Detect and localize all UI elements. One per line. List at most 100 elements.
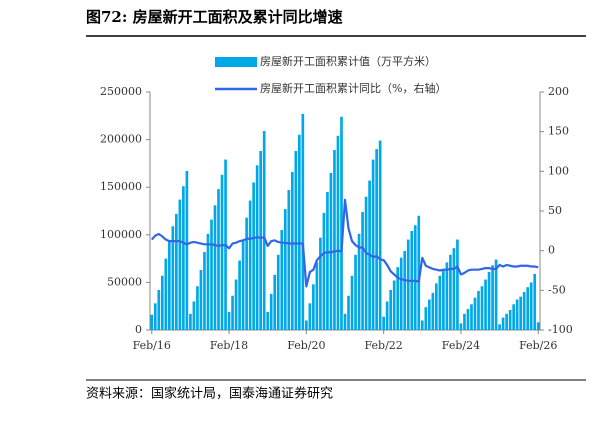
bar (512, 304, 515, 330)
bar (294, 151, 298, 330)
bar (392, 280, 396, 330)
bar (206, 233, 210, 330)
bar (463, 313, 466, 330)
bar (427, 299, 431, 330)
bar (420, 320, 424, 330)
bar (280, 230, 284, 330)
bar (364, 196, 368, 330)
bar (301, 113, 305, 330)
bar (371, 159, 375, 330)
bar (417, 215, 421, 330)
bar (182, 186, 185, 330)
bar (185, 171, 189, 330)
bar (283, 209, 287, 330)
y2-tick-label: 0 (548, 244, 555, 257)
bar (210, 219, 213, 330)
x-tick-label: Feb/18 (210, 339, 248, 352)
bar (389, 290, 393, 330)
bar (491, 265, 494, 330)
bar (536, 322, 540, 330)
bar (413, 225, 417, 330)
bar (245, 217, 248, 330)
bar (308, 303, 312, 330)
bar (273, 274, 277, 330)
bar (494, 259, 498, 330)
bar (262, 131, 266, 330)
bar (347, 295, 350, 330)
bar (396, 267, 400, 330)
bar (217, 189, 220, 330)
bar (231, 295, 234, 330)
bar (220, 174, 224, 330)
x-tick-label: Feb/22 (365, 339, 403, 352)
bar (238, 260, 241, 330)
y-tick-label: 50000 (107, 275, 142, 288)
bar (431, 292, 435, 330)
bar (424, 307, 428, 330)
y-tick-label: 0 (135, 323, 142, 336)
bar (164, 258, 168, 330)
bar (196, 286, 199, 330)
bar (459, 323, 463, 330)
bar (160, 275, 164, 330)
bar (167, 240, 171, 330)
x-tick-label: Feb/20 (287, 339, 325, 352)
y-tick-label: 100000 (100, 228, 142, 241)
bar (350, 275, 354, 330)
bar (449, 254, 452, 330)
bar (406, 239, 410, 330)
bar (326, 191, 329, 330)
bar (319, 237, 322, 330)
bar (234, 279, 238, 330)
y2-tick-label: 200 (548, 85, 569, 98)
bar (178, 199, 182, 330)
bar (266, 311, 270, 330)
bar (315, 262, 319, 330)
bar (312, 284, 315, 330)
source: 资料来源：国家统计局，国泰海通证券研究 (86, 386, 333, 402)
bar (290, 171, 294, 330)
bar (305, 320, 308, 330)
bar (361, 211, 364, 330)
bar (227, 311, 231, 330)
bar (470, 304, 473, 330)
bar (153, 303, 157, 330)
y2-tick-label: 50 (548, 204, 562, 217)
bar (435, 283, 438, 330)
bar (276, 254, 280, 330)
bar (399, 257, 403, 330)
bar (192, 301, 196, 330)
legend-label: 房屋新开工面积累计同比（%，右轴） (260, 81, 446, 95)
bar (157, 290, 161, 330)
bar (259, 151, 263, 330)
y2-tick-label: -50 (548, 283, 566, 296)
bar (487, 271, 491, 330)
bar (322, 212, 326, 330)
bar (526, 287, 530, 330)
bar (287, 190, 291, 330)
y-tick-label: 150000 (100, 180, 142, 193)
bar (269, 293, 273, 330)
bar (501, 317, 505, 330)
bar (522, 291, 526, 330)
bar (445, 262, 449, 330)
bar (354, 254, 357, 330)
bar (336, 135, 340, 330)
bar (255, 165, 259, 330)
bar (442, 270, 445, 330)
bar (171, 226, 175, 330)
bar (505, 313, 508, 330)
bar (438, 275, 442, 330)
y2-tick-label: 100 (548, 164, 569, 177)
y2-tick-label: -100 (548, 323, 573, 336)
bar (213, 205, 217, 330)
bar (519, 296, 523, 330)
bar (533, 273, 537, 330)
bar (456, 239, 459, 330)
bar (175, 213, 178, 330)
bar (382, 316, 385, 330)
bar (248, 200, 252, 330)
bar (378, 140, 382, 330)
bar (452, 248, 456, 330)
